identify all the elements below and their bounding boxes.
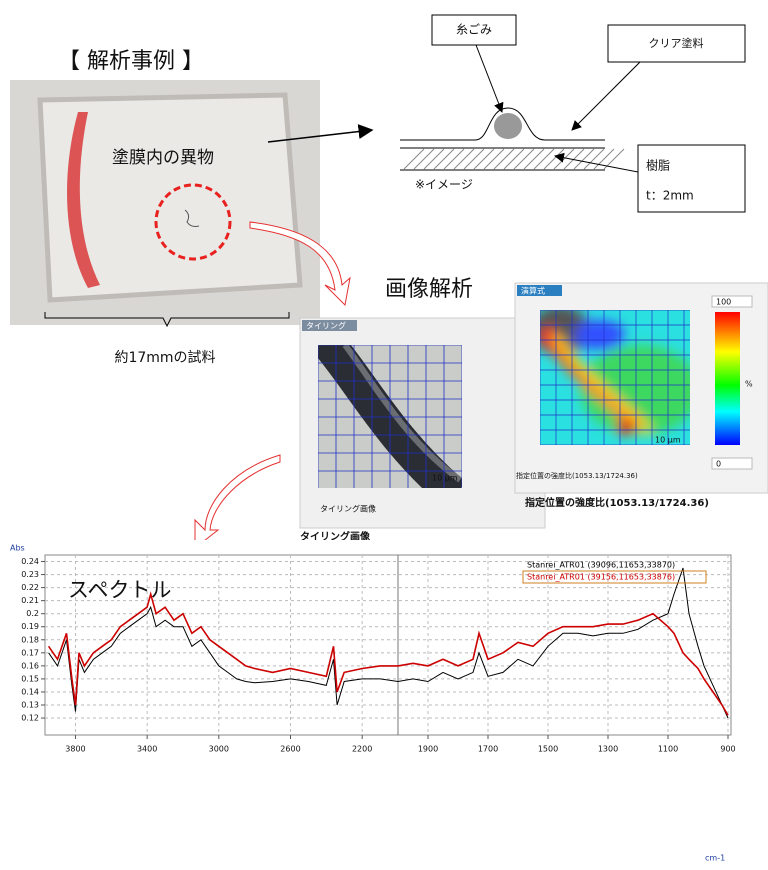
y-tick-label: 0.19 <box>21 622 39 631</box>
hatch-line <box>574 149 594 169</box>
tab-label: タイリング <box>306 321 346 331</box>
hatch-line <box>484 149 504 169</box>
curved-arrow <box>195 455 280 548</box>
y-tick-label: 0.21 <box>21 596 39 605</box>
arrow <box>572 62 640 130</box>
ratio-caption: 指定位置の強度比(1053.13/1724.36) <box>516 471 638 480</box>
color-bar <box>715 312 740 445</box>
y-tick-label: 0.12 <box>21 714 39 723</box>
x-axis-label: cm-1 <box>705 854 725 863</box>
scale-label: 10 μm <box>655 436 681 445</box>
hatch-line <box>564 149 584 169</box>
hatch-line <box>454 149 474 169</box>
hatch-line <box>424 149 444 169</box>
hatch-line <box>464 149 484 169</box>
max-label: 100 <box>716 298 731 307</box>
x-tick-label: 1500 <box>538 745 558 754</box>
legend-label: Stanrei_ATR01 (39156,11653,33876) <box>527 573 675 582</box>
hatch-line <box>594 149 614 169</box>
unit-label: % <box>745 380 753 389</box>
hatch-line <box>514 149 534 169</box>
analysis-title: 画像解析 <box>385 277 473 302</box>
sample-label: 塗膜内の異物 <box>112 147 214 168</box>
y-tick-label: 0.22 <box>21 583 39 592</box>
hatch-line <box>524 149 544 169</box>
y-tick-label: 0.2 <box>26 609 39 618</box>
hatch-line <box>534 149 554 169</box>
y-tick-label: 0.16 <box>21 661 39 670</box>
fiber-dot <box>494 113 522 139</box>
hatching <box>404 149 624 169</box>
arrow <box>476 45 502 112</box>
hatch-line <box>434 149 454 169</box>
size-label: 約17mmの試料 <box>114 350 215 366</box>
thickness-label: t：2mm <box>646 189 694 203</box>
x-tick-label: 1700 <box>478 745 498 754</box>
title: 【 解析事例 】 <box>58 49 204 74</box>
hatch-line <box>504 149 524 169</box>
hatch-line <box>474 149 494 169</box>
min-label: 0 <box>716 460 721 469</box>
tiling-caption: タイリング画像 <box>320 504 376 514</box>
y-tick-label: 0.15 <box>21 674 39 683</box>
hatch-line <box>404 149 424 169</box>
x-tick-label: 1300 <box>598 745 618 754</box>
clear-coat-label: クリア塗料 <box>649 36 704 50</box>
y-axis-label: Abs <box>10 544 25 553</box>
y-tick-label: 0.24 <box>21 557 39 566</box>
ratio-title: 指定位置の強度比(1053.13/1724.36) <box>525 496 709 509</box>
fiber-label: 糸ごみ <box>456 22 492 37</box>
page: 【 解析事例 】 塗膜内の異物 約17mmの試料 糸ごみ クリア塗料 樹脂 t：… <box>0 0 768 870</box>
x-tick-label: 900 <box>720 745 735 754</box>
y-tick-label: 0.23 <box>21 570 39 579</box>
x-tick-label: 2600 <box>280 745 300 754</box>
x-tick-label: 3400 <box>137 745 157 754</box>
hatch-line <box>494 149 514 169</box>
chart-title: スペクトル <box>68 578 172 602</box>
scale-label: 10 μm <box>432 474 458 483</box>
spectrum-chart: 0.12 0.13 0.14 0.15 0.16 0.17 0.18 0.19 0.2 0.21 0… <box>21 555 735 754</box>
x-tick-label: 1900 <box>418 745 438 754</box>
y-tick-label: 0.14 <box>21 687 39 696</box>
y-tick-label: 0.17 <box>21 648 39 657</box>
x-tick-label: 3800 <box>65 745 85 754</box>
resin-label: 樹脂 <box>646 158 670 173</box>
x-tick-label: 2200 <box>352 745 372 754</box>
legend-label: Stanrei_ATR01 (39096,11653,33870) <box>527 561 675 570</box>
x-tick-label: 1100 <box>658 745 678 754</box>
heatmap <box>530 305 700 445</box>
tab-label: 演算式 <box>521 286 545 296</box>
tiling-image <box>318 340 462 495</box>
hatch-line <box>584 149 604 169</box>
hatch-line <box>444 149 464 169</box>
hatch-line <box>544 149 564 169</box>
hatch-line <box>414 149 434 169</box>
x-tick-label: 3000 <box>209 745 229 754</box>
y-tick-label: 0.18 <box>21 635 39 644</box>
y-tick-label: 0.13 <box>21 701 39 710</box>
note: ※イメージ <box>415 178 473 192</box>
